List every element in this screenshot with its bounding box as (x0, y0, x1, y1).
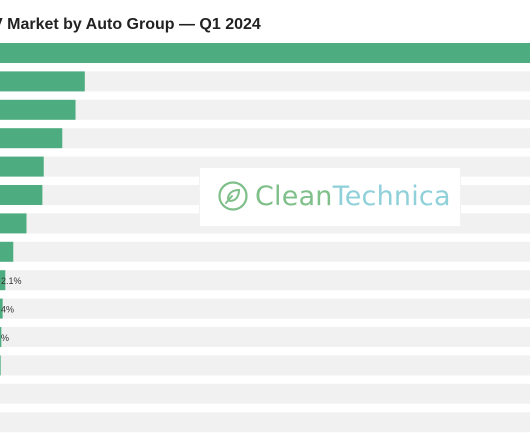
bar (0, 298, 3, 319)
bar-value-label: % (1, 333, 9, 343)
bar (0, 270, 6, 291)
plug-leaf-icon (218, 181, 248, 211)
watermark-text: CleanTechnica (255, 181, 451, 212)
bar-track (0, 327, 530, 347)
bar (0, 156, 44, 177)
watermark-text-technica: Technica (332, 181, 451, 212)
bar (0, 128, 63, 149)
bar (0, 355, 1, 376)
bar (0, 43, 530, 63)
bar (0, 185, 43, 205)
bar-track (0, 241, 530, 262)
cleantechnica-watermark: CleanTechnica (200, 168, 460, 226)
bar-track (0, 412, 530, 433)
bar (0, 99, 76, 120)
chart-title: V Market by Auto Group — Q1 2024 (0, 16, 261, 33)
watermark-text-clean: Clean (255, 181, 333, 212)
bar-track (0, 99, 530, 120)
bar-value-label: 4% (1, 305, 14, 315)
bar (0, 71, 85, 92)
bar-track (0, 298, 530, 319)
bar (0, 327, 2, 347)
bar-value-label: 2.1% (1, 276, 22, 286)
bar (0, 213, 27, 234)
bar-track (0, 270, 530, 291)
bar-track (0, 383, 530, 404)
bar-track (0, 128, 530, 149)
bar-track (0, 355, 530, 376)
bar (0, 241, 14, 262)
bar-track (0, 71, 530, 92)
